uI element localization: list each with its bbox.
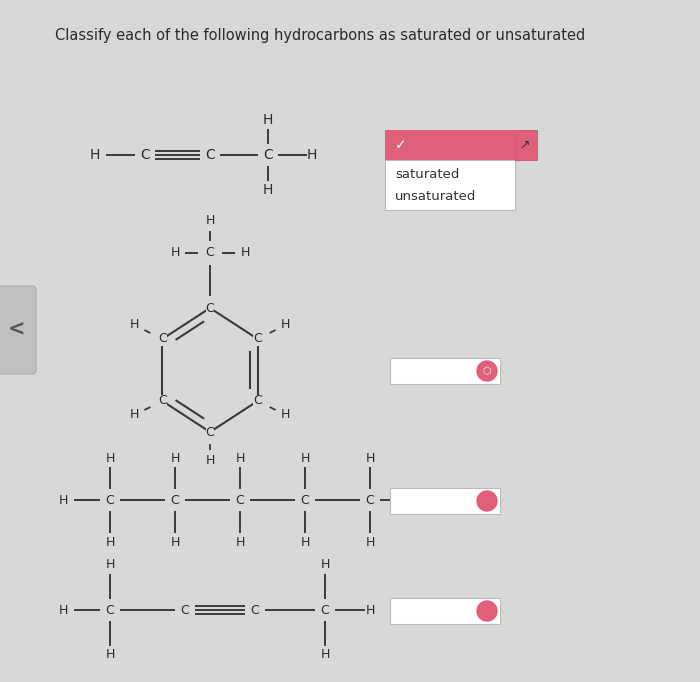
Text: H: H — [105, 559, 115, 572]
Text: H: H — [170, 535, 180, 548]
Text: H: H — [300, 451, 309, 464]
FancyBboxPatch shape — [385, 160, 515, 210]
Text: H: H — [300, 535, 309, 548]
Text: H: H — [90, 148, 100, 162]
FancyBboxPatch shape — [390, 358, 500, 384]
Text: H: H — [365, 604, 375, 617]
Text: H: H — [105, 451, 115, 464]
Text: C: C — [236, 494, 244, 507]
Circle shape — [477, 601, 497, 621]
Text: H: H — [205, 215, 215, 228]
Text: C: C — [321, 604, 330, 617]
Text: H: H — [365, 451, 375, 464]
Text: C: C — [206, 301, 214, 314]
FancyBboxPatch shape — [390, 488, 500, 514]
Text: H: H — [281, 409, 290, 421]
Text: C: C — [251, 604, 260, 617]
Text: H: H — [105, 649, 115, 662]
Text: C: C — [253, 394, 262, 408]
FancyBboxPatch shape — [385, 130, 515, 160]
Text: H: H — [58, 604, 68, 617]
FancyBboxPatch shape — [390, 598, 500, 624]
Text: C: C — [206, 246, 214, 259]
Text: ⬡: ⬡ — [483, 366, 491, 376]
Text: saturated: saturated — [395, 168, 459, 181]
Text: C: C — [171, 494, 179, 507]
FancyBboxPatch shape — [515, 130, 537, 160]
Text: H: H — [105, 535, 115, 548]
Text: H: H — [130, 409, 139, 421]
Text: H: H — [321, 559, 330, 572]
Text: C: C — [253, 333, 262, 346]
Text: C: C — [140, 148, 150, 162]
Circle shape — [477, 361, 497, 381]
Text: H: H — [58, 494, 68, 507]
Text: H: H — [205, 454, 215, 466]
FancyBboxPatch shape — [0, 286, 36, 374]
Text: unsaturated: unsaturated — [395, 190, 477, 203]
Text: ✓: ✓ — [395, 138, 407, 152]
Text: H: H — [262, 113, 273, 127]
Text: H: H — [307, 148, 317, 162]
Text: H: H — [240, 246, 250, 259]
Text: H: H — [321, 649, 330, 662]
Text: ↗: ↗ — [519, 138, 529, 151]
Text: H: H — [130, 318, 139, 331]
Text: <: < — [8, 320, 26, 340]
Text: H: H — [170, 451, 180, 464]
Text: C: C — [263, 148, 273, 162]
Text: C: C — [158, 394, 167, 408]
Text: C: C — [300, 494, 309, 507]
Text: C: C — [158, 333, 167, 346]
Text: H: H — [170, 246, 180, 259]
Text: Classify each of the following hydrocarbons as saturated or unsaturated: Classify each of the following hydrocarb… — [55, 28, 585, 43]
Text: C: C — [205, 148, 215, 162]
Text: C: C — [365, 494, 375, 507]
Text: H: H — [410, 494, 420, 507]
Text: C: C — [106, 494, 114, 507]
Text: H: H — [262, 183, 273, 197]
Text: C: C — [106, 604, 114, 617]
Text: H: H — [235, 451, 245, 464]
Text: H: H — [281, 318, 290, 331]
Text: C: C — [206, 426, 214, 439]
Text: H: H — [235, 535, 245, 548]
Circle shape — [477, 491, 497, 511]
Text: H: H — [365, 535, 375, 548]
Text: C: C — [181, 604, 190, 617]
